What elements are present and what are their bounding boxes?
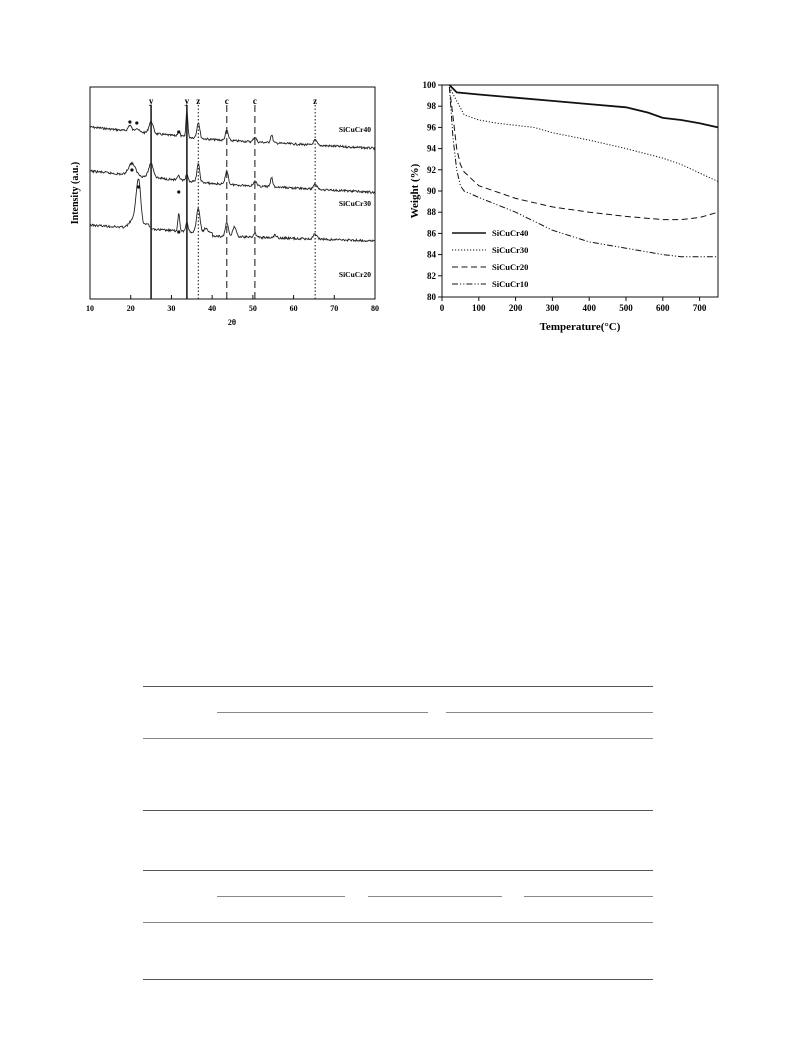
xrd-series-label: SiCuCr40 bbox=[339, 125, 371, 134]
tga-series-line bbox=[448, 87, 718, 258]
xrd-reference-label: y bbox=[149, 96, 154, 106]
xrd-dot-marker bbox=[177, 130, 181, 134]
table-1-top-rule bbox=[143, 686, 653, 687]
xrd-dot-marker bbox=[130, 168, 134, 172]
tga-legend-label: SiCuCr30 bbox=[492, 245, 528, 255]
table-2-bottom-rule bbox=[143, 979, 653, 980]
tga-x-tick-label: 600 bbox=[656, 303, 670, 313]
tga-x-tick-label: 400 bbox=[582, 303, 596, 313]
xrd-series-line bbox=[89, 110, 376, 151]
table-2-group-rule-2 bbox=[368, 896, 502, 897]
xrd-x-tick-label: 50 bbox=[249, 304, 257, 313]
tga-x-tick-label: 500 bbox=[619, 303, 633, 313]
xrd-series-line bbox=[89, 178, 375, 243]
table-1-header-rule bbox=[143, 738, 653, 739]
xrd-dot-marker bbox=[135, 121, 139, 125]
tga-y-tick-label: 94 bbox=[427, 144, 437, 154]
xrd-reference-label: c bbox=[253, 96, 257, 106]
xrd-x-tick-label: 40 bbox=[208, 304, 216, 313]
tga-x-tick-label: 300 bbox=[546, 303, 560, 313]
tga-series-line bbox=[448, 86, 719, 182]
tga-y-tick-label: 92 bbox=[427, 165, 437, 175]
tga-series-line bbox=[448, 84, 719, 129]
xrd-series-line bbox=[89, 161, 376, 195]
table-2-top-rule bbox=[143, 870, 653, 871]
tga-series-line bbox=[448, 87, 719, 221]
tga-y-tick-label: 84 bbox=[427, 250, 437, 260]
xrd-x-tick-label: 20 bbox=[127, 304, 135, 313]
tga-plot-frame bbox=[441, 84, 719, 298]
tga-x-tick-label: 100 bbox=[472, 303, 486, 313]
table-2-header-rule bbox=[143, 922, 653, 923]
tga-x-tick-label: 200 bbox=[509, 303, 523, 313]
xrd-dot-marker bbox=[177, 230, 181, 234]
tga-y-tick-label: 90 bbox=[427, 186, 437, 196]
xrd-reference-label: z bbox=[313, 96, 317, 106]
tga-y-axis-label: Weight (%) bbox=[409, 163, 421, 218]
xrd-reference-label: y bbox=[185, 96, 190, 106]
tga-y-tick-label: 88 bbox=[427, 207, 437, 217]
xrd-x-tick-label: 60 bbox=[290, 304, 298, 313]
tga-y-tick-label: 98 bbox=[427, 101, 437, 111]
table-1-group-rule-left bbox=[217, 712, 428, 713]
xrd-reference-label: c bbox=[225, 96, 229, 106]
table-2-group-rule-3 bbox=[524, 896, 653, 897]
tga-x-tick-label: 700 bbox=[693, 303, 707, 313]
tga-y-tick-label: 82 bbox=[427, 271, 437, 281]
tga-x-axis-label: Temperature(°C) bbox=[540, 321, 621, 333]
tga-y-tick-label: 86 bbox=[427, 228, 437, 238]
xrd-x-axis-label: 2θ bbox=[228, 318, 236, 327]
xrd-series-label: SiCuCr30 bbox=[339, 199, 371, 208]
tga-legend-label: SiCuCr40 bbox=[492, 228, 528, 238]
tga-x-tick-label: 0 bbox=[440, 303, 445, 313]
xrd-dot-marker bbox=[128, 120, 132, 124]
tga-legend-label: SiCuCr10 bbox=[492, 279, 528, 289]
xrd-x-tick-label: 30 bbox=[167, 304, 175, 313]
xrd-x-tick-label: 70 bbox=[330, 304, 338, 313]
table-1-bottom-rule bbox=[143, 810, 653, 811]
table-2-group-rule-1 bbox=[217, 896, 345, 897]
tga-chart: 0 100 200 300 400 500 600 700 80 82 84 86 88 90 92 94 96… bbox=[409, 80, 719, 333]
table-1-group-rule-right bbox=[446, 712, 653, 713]
xrd-reference-label: z bbox=[196, 96, 200, 106]
xrd-x-tick-label: 10 bbox=[86, 304, 94, 313]
tga-y-tick-label: 100 bbox=[423, 80, 437, 90]
xrd-dot-marker bbox=[177, 190, 181, 194]
xrd-x-tick-label: 80 bbox=[371, 304, 379, 313]
tga-y-tick-label: 96 bbox=[427, 122, 437, 132]
tga-y-tick-label: 80 bbox=[427, 292, 437, 302]
tga-legend-label: SiCuCr20 bbox=[492, 262, 528, 272]
xrd-series-label: SiCuCr20 bbox=[339, 270, 371, 279]
xrd-plot-frame bbox=[89, 86, 376, 300]
xrd-dot-marker bbox=[136, 185, 141, 189]
xrd-y-axis-label: Intensity (a.u.) bbox=[70, 162, 81, 225]
